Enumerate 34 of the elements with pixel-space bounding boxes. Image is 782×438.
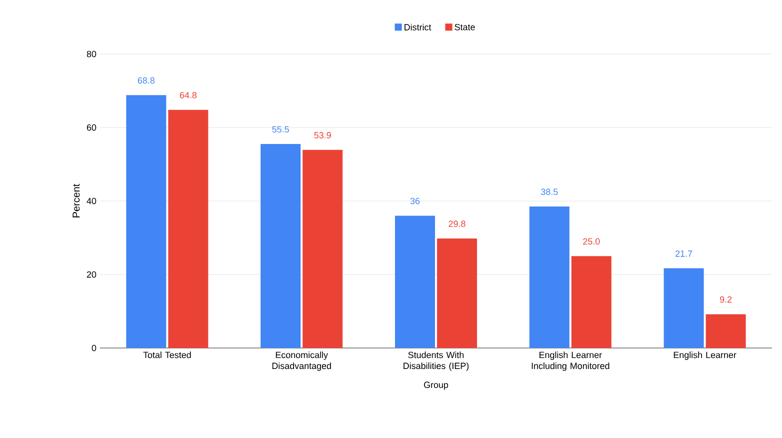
x-tick-label: English Learner — [674, 352, 736, 360]
x-tick-label: Total Tested — [143, 352, 191, 358]
bar — [260, 144, 301, 348]
x-tick-label: Students With Disabilities (IEP) — [404, 352, 469, 371]
y-axis-title: Percent — [72, 184, 80, 218]
x-axis-title: Group — [424, 382, 448, 390]
data-label: 9.2 — [720, 296, 732, 303]
data-label: 68.8 — [138, 77, 155, 84]
bar — [529, 206, 570, 348]
data-label: 53.9 — [314, 132, 331, 138]
bar — [571, 256, 612, 348]
bar — [126, 95, 166, 348]
y-tick-label: 40 — [86, 198, 96, 204]
data-label: 38.5 — [541, 188, 558, 195]
bar — [706, 314, 746, 348]
bar — [437, 238, 478, 348]
data-label: 64.8 — [180, 92, 197, 98]
y-tick-label: 0 — [92, 344, 96, 352]
bar — [395, 216, 436, 348]
bar — [664, 268, 704, 348]
y-tick-label: 60 — [86, 124, 96, 131]
x-tick-label: Economically Disadvantaged — [272, 352, 331, 371]
y-tick-label: 80 — [86, 50, 96, 58]
x-tick-label: English Learner Including Monitored — [532, 352, 610, 371]
legend-label: District — [404, 24, 432, 30]
data-label: 36 — [410, 198, 420, 204]
bar — [302, 150, 343, 348]
bar — [168, 110, 208, 348]
data-label: 21.7 — [676, 250, 692, 257]
legend-label: State — [454, 24, 475, 30]
data-label: 29.8 — [448, 220, 466, 227]
data-label: 25.0 — [583, 238, 600, 245]
data-label: 55.5 — [272, 126, 289, 133]
y-tick-label: 20 — [86, 271, 96, 278]
